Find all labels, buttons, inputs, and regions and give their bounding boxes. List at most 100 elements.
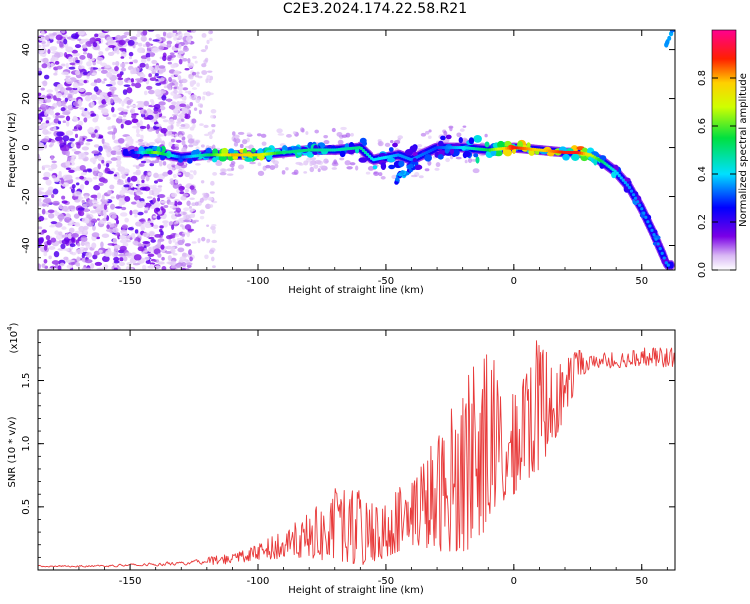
trace-blob xyxy=(445,134,452,140)
noise-speck xyxy=(66,264,73,269)
noise-speck xyxy=(60,30,66,34)
noise-speck xyxy=(106,190,112,195)
noise-speck xyxy=(136,133,141,138)
noise-speck xyxy=(140,35,147,42)
noise-speck xyxy=(120,35,128,39)
noise-speck xyxy=(84,180,90,186)
noise-speck xyxy=(384,142,391,148)
y-tick-label: 0 xyxy=(21,144,32,150)
noise-speck xyxy=(61,205,69,212)
noise-speck xyxy=(155,33,161,38)
spectrogram-y-ticks: -40 -20 0 20 40 xyxy=(21,36,675,271)
trace-blob xyxy=(211,157,218,163)
noise-speck xyxy=(135,169,141,176)
noise-speck xyxy=(92,176,98,180)
noise-speck xyxy=(93,206,97,209)
noise-speck xyxy=(154,72,159,77)
noise-speck xyxy=(464,159,468,164)
snr-x-ticks: -150 -100 -50 0 50 xyxy=(52,330,668,587)
noise-speck xyxy=(117,77,124,81)
noise-speck xyxy=(185,36,192,42)
noise-speck xyxy=(148,73,152,78)
trace-blob xyxy=(562,153,570,161)
trace-blob xyxy=(497,140,505,149)
noise-speck xyxy=(77,38,82,42)
noise-speck xyxy=(40,30,45,36)
noise-speck xyxy=(345,132,351,138)
noise-speck xyxy=(277,133,285,136)
noise-speck xyxy=(56,65,63,70)
noise-speck xyxy=(79,55,86,60)
noise-speck xyxy=(166,196,171,200)
noise-speck xyxy=(100,241,104,248)
noise-speck xyxy=(79,135,83,142)
noise-speck xyxy=(38,141,43,148)
noise-speck xyxy=(145,41,151,48)
noise-speck xyxy=(443,130,448,137)
noise-speck xyxy=(45,234,51,241)
noise-speck xyxy=(141,179,145,184)
noise-speck xyxy=(158,45,165,50)
noise-speck xyxy=(78,210,85,217)
trace-blob xyxy=(372,165,378,170)
noise-speck xyxy=(135,33,141,38)
noise-speck xyxy=(51,175,56,179)
noise-speck xyxy=(38,263,41,270)
noise-speck xyxy=(72,87,78,91)
trace-core xyxy=(666,263,670,267)
noise-speck xyxy=(148,112,153,116)
noise-speck xyxy=(181,147,187,153)
noise-speck xyxy=(69,179,74,183)
trace-corner xyxy=(672,30,674,31)
noise-speck xyxy=(83,110,90,116)
noise-speck xyxy=(309,166,315,173)
noise-speck xyxy=(42,176,50,180)
noise-speck xyxy=(98,182,104,186)
noise-speck xyxy=(57,120,62,125)
trace-blob xyxy=(251,148,256,153)
trace-corner xyxy=(673,21,677,26)
noise-speck xyxy=(181,57,188,62)
trace-core xyxy=(365,152,370,157)
noise-speck xyxy=(137,211,144,216)
noise-speck xyxy=(65,78,72,82)
noise-speck xyxy=(416,144,423,148)
noise-speck xyxy=(68,227,75,233)
noise-speck xyxy=(130,175,138,182)
noise-speck xyxy=(168,234,176,239)
noise-speck xyxy=(157,261,165,265)
noise-speck xyxy=(142,232,150,238)
noise-speck xyxy=(67,259,76,263)
trace-blob xyxy=(599,161,605,169)
noise-speck xyxy=(115,60,120,67)
noise-speck xyxy=(163,204,169,209)
trace-core xyxy=(359,146,363,151)
noise-speck xyxy=(156,215,161,220)
noise-speck xyxy=(173,70,180,76)
noise-speck xyxy=(71,233,79,238)
noise-speck xyxy=(71,49,78,54)
y-tick-label: 0.5 xyxy=(21,499,32,515)
noise-speck xyxy=(77,30,85,36)
trace-blob xyxy=(339,150,346,158)
noise-speck xyxy=(233,142,239,147)
colorbar-tick-label: 0.2 xyxy=(697,214,708,230)
x-tick-label: -100 xyxy=(247,576,270,587)
noise-speck xyxy=(95,78,102,84)
colorbar-label: Normalized spectral amplitude xyxy=(738,73,749,227)
noise-speck xyxy=(42,203,47,207)
noise-speck xyxy=(113,127,118,134)
noise-speck xyxy=(56,131,64,137)
noise-speck xyxy=(159,81,167,85)
spectrogram-x-label: Height of straight line (km) xyxy=(288,285,424,296)
noise-speck xyxy=(118,48,127,51)
noise-speck xyxy=(67,105,72,110)
trace-blob xyxy=(424,154,432,162)
colorbar-tick-label: 0.8 xyxy=(697,70,708,86)
noise-speck xyxy=(115,34,122,42)
noise-speck xyxy=(208,30,213,35)
noise-speck xyxy=(146,124,150,130)
noise-speck xyxy=(130,78,135,83)
noise-speck xyxy=(303,171,308,174)
noise-speck xyxy=(157,197,161,202)
